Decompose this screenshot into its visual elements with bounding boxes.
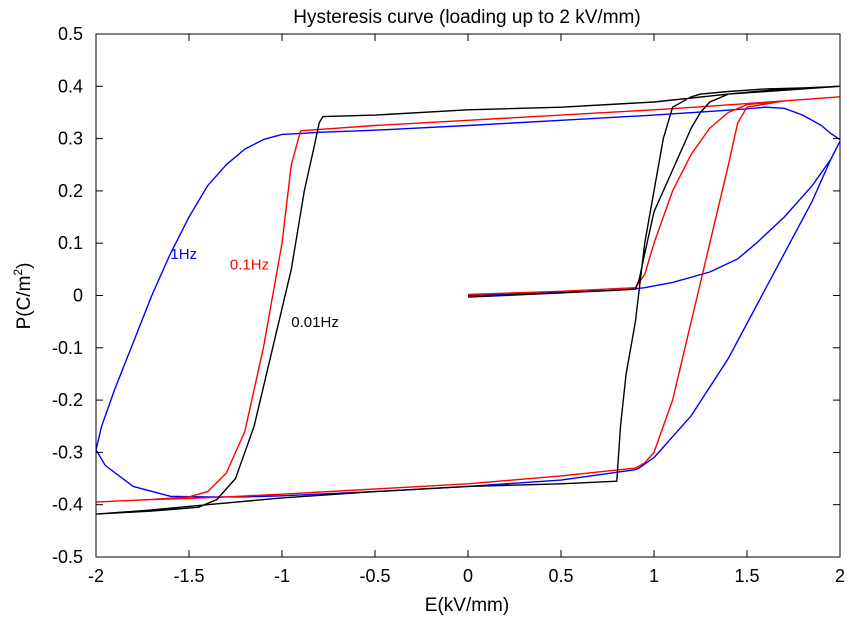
series-line-1: [96, 96, 840, 503]
y-tick-label: -0.2: [52, 390, 83, 410]
series-line-2: [96, 85, 840, 515]
y-axis-label-superscript: 2: [11, 269, 25, 276]
x-tick-label: 1: [649, 566, 659, 586]
y-tick-label: 0.3: [58, 129, 83, 149]
y-tick-label: -0.3: [52, 442, 83, 462]
x-tick-label: 0.5: [548, 566, 573, 586]
series-annotation: 0.1Hz: [230, 256, 269, 273]
x-tick-label: 2: [835, 566, 845, 586]
y-tick-label: 0.5: [58, 24, 83, 44]
annotation-layer: 1Hz 0.1Hz 0.01Hz: [170, 246, 338, 331]
y-tick-label: 0.1: [58, 233, 83, 253]
x-tick-label: -0.5: [359, 566, 390, 586]
ticks-layer: -2 -1.5 -1 -0.5 0 0.5 1 1.5 2 -0.5 -0.4 -0.3 -0.2 -0.…: [52, 24, 845, 586]
y-axis-label-close: ): [14, 263, 35, 269]
series-line-0: [96, 106, 840, 498]
x-tick-label: 0: [463, 566, 473, 586]
y-tick-label: -0.1: [52, 338, 83, 358]
x-tick-label: -2: [88, 566, 104, 586]
y-tick-label: 0.4: [58, 76, 83, 96]
x-tick-label: -1: [274, 566, 290, 586]
x-axis-label: E(kV/mm): [425, 595, 509, 616]
y-tick-label: -0.5: [52, 547, 83, 567]
y-axis-label-main: P(C/m: [14, 276, 35, 330]
series-annotation: 0.01Hz: [291, 314, 339, 331]
y-tick-label: -0.4: [52, 495, 83, 515]
y-axis-label: P(C/m2): [11, 263, 35, 330]
series-annotation: 1Hz: [170, 246, 197, 263]
chart-title: Hysteresis curve (loading up to 2 kV/mm): [293, 7, 640, 28]
y-tick-label: 0: [73, 286, 83, 306]
x-tick-label: 1.5: [734, 566, 759, 586]
series-layer: [96, 85, 840, 515]
x-tick-label: -1.5: [173, 566, 204, 586]
y-tick-label: 0.2: [58, 181, 83, 201]
